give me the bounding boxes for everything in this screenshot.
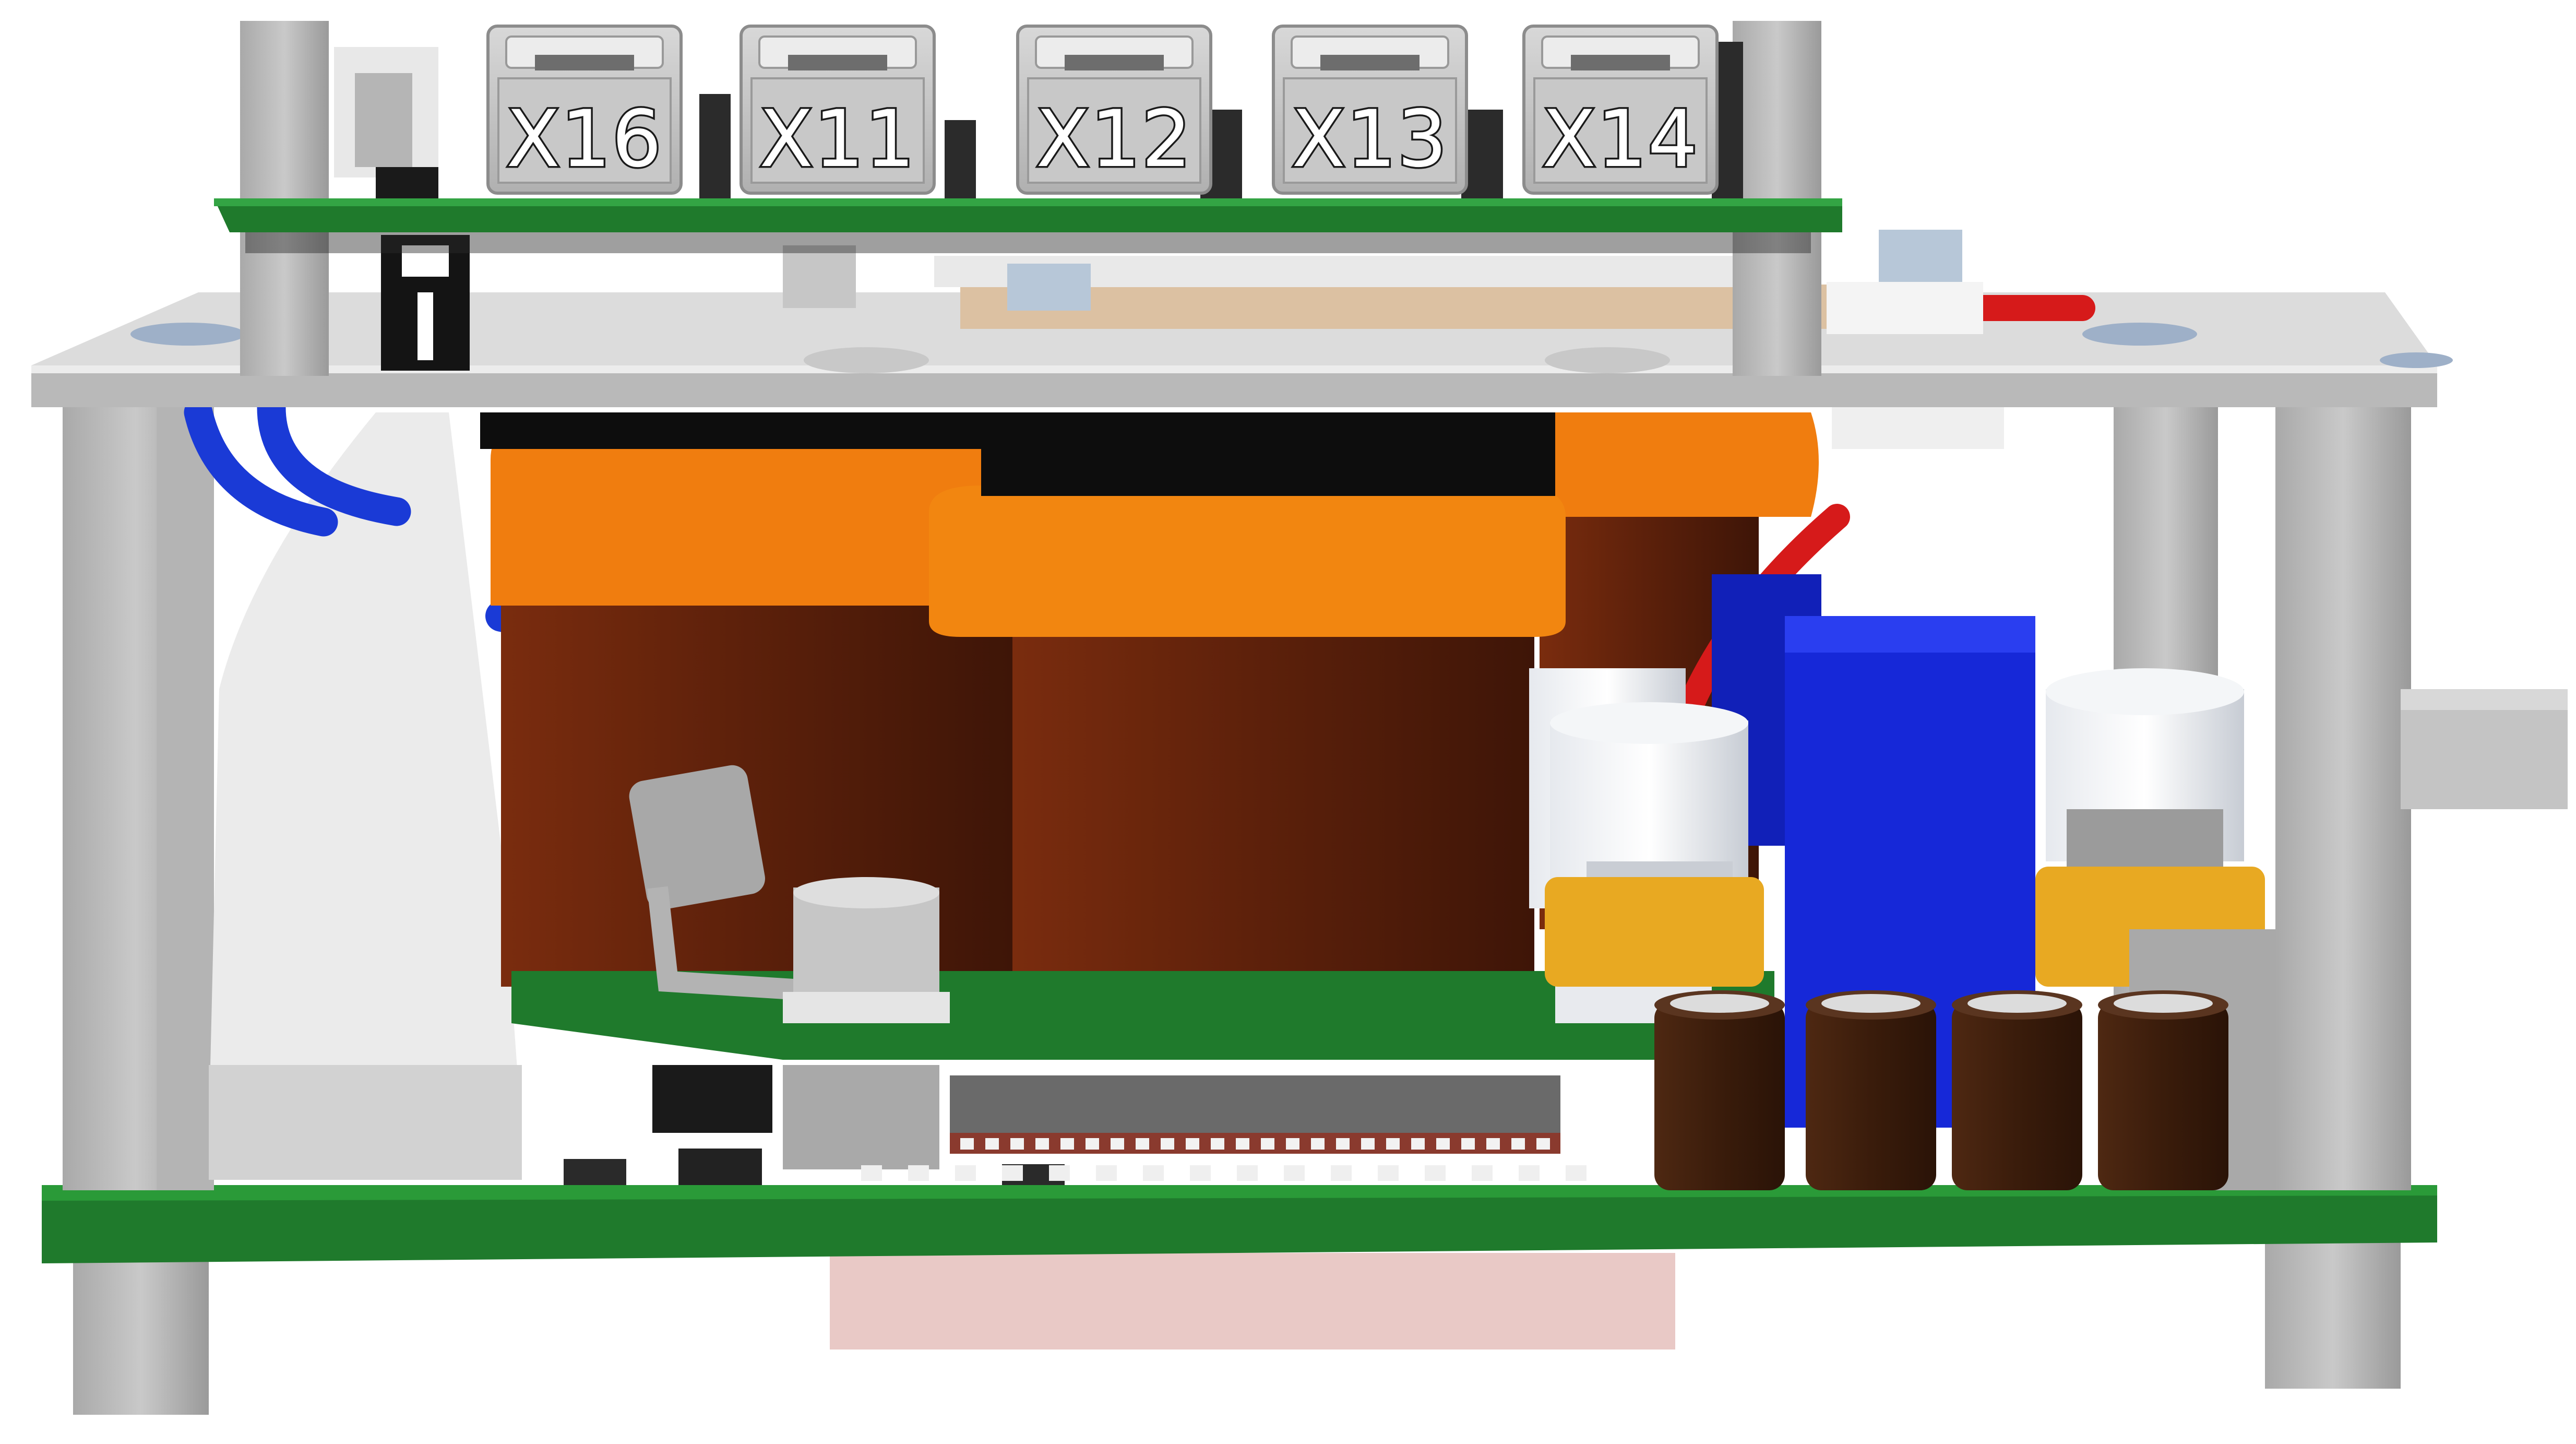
connector-x11-label: X11 xyxy=(759,94,916,185)
smd-pad xyxy=(1060,1138,1074,1150)
smd-pad xyxy=(1111,1138,1124,1150)
bottom-standoffs xyxy=(73,1242,2401,1415)
smd-pad xyxy=(1086,1138,1099,1150)
smd-pad xyxy=(1284,1165,1305,1181)
smd-pad xyxy=(1378,1165,1399,1181)
smd-pad xyxy=(1236,1138,1249,1150)
connector-x13: X13 xyxy=(1272,25,1468,195)
smd-pad xyxy=(1186,1138,1199,1150)
small-capacitor xyxy=(2098,990,2228,1190)
top-bushings xyxy=(783,230,1962,311)
small-capacitor xyxy=(1806,990,1936,1190)
connector-x13-label: X13 xyxy=(1292,94,1448,185)
side-shaft xyxy=(2401,689,2568,809)
smd-pad xyxy=(1486,1138,1500,1150)
connector-x12-label: X12 xyxy=(1036,94,1192,185)
smd-pads xyxy=(861,1138,1587,1181)
smd-pad xyxy=(1143,1165,1164,1181)
smd-pad xyxy=(1511,1138,1525,1150)
small-capacitor xyxy=(1654,990,1785,1190)
smd-pad xyxy=(1336,1138,1350,1150)
smd-pad xyxy=(1261,1138,1274,1150)
connector-x14: X14 xyxy=(1522,25,1719,195)
terminal-posts xyxy=(1529,668,2244,1023)
smd-pad xyxy=(955,1165,976,1181)
smd-pad xyxy=(1425,1165,1446,1181)
smd-pad xyxy=(1472,1165,1493,1181)
smd-pad xyxy=(1010,1138,1024,1150)
ferrite-bead xyxy=(629,765,836,1002)
smd-pad xyxy=(1519,1165,1540,1181)
small-capacitor xyxy=(1952,990,2082,1190)
connector-x16: X16 xyxy=(486,25,683,195)
connector-x14-label: X14 xyxy=(1542,94,1699,185)
smd-pad xyxy=(908,1165,929,1181)
smd-pad xyxy=(1002,1165,1023,1181)
smd-pad xyxy=(1161,1138,1174,1150)
connector-x11: X11 xyxy=(740,25,936,195)
thermal-pad xyxy=(830,1253,1675,1350)
bottom-smd-components xyxy=(564,1065,1560,1185)
smd-pad xyxy=(1049,1165,1070,1181)
connector-x12: X12 xyxy=(1016,25,1212,195)
top-pcb xyxy=(214,198,1842,232)
large-capacitor-center xyxy=(929,412,1566,1034)
smd-pad xyxy=(1035,1138,1049,1150)
plate-block xyxy=(1832,407,2004,449)
smd-pad xyxy=(960,1138,974,1150)
connector-row: X16 X11 X12 X13 X14 xyxy=(486,25,1719,195)
smd-pad xyxy=(1331,1165,1352,1181)
header-pin xyxy=(381,235,470,371)
smd-pad xyxy=(861,1165,882,1181)
middle-standoff xyxy=(783,877,950,1023)
smd-pad xyxy=(1411,1138,1425,1150)
smd-pad xyxy=(985,1138,999,1150)
smd-pad xyxy=(1311,1138,1325,1150)
smd-pad xyxy=(1096,1165,1117,1181)
smd-pad xyxy=(1461,1138,1475,1150)
smd-pad xyxy=(1286,1138,1299,1150)
smd-pad xyxy=(1237,1165,1258,1181)
flat-cable xyxy=(209,412,522,1133)
bottom-pcb xyxy=(42,1185,2437,1263)
smd-pad xyxy=(1536,1138,1550,1150)
smd-pad xyxy=(1211,1138,1224,1150)
smd-pad xyxy=(1436,1138,1450,1150)
smd-pad xyxy=(1566,1165,1587,1181)
smd-pad xyxy=(1136,1138,1149,1150)
left-standoffs xyxy=(63,397,214,1190)
connector-x16-label: X16 xyxy=(506,94,663,185)
smd-pad xyxy=(1361,1138,1375,1150)
smd-pad xyxy=(1386,1138,1400,1150)
smd-pad xyxy=(1190,1165,1211,1181)
small-capacitors xyxy=(1654,990,2228,1190)
